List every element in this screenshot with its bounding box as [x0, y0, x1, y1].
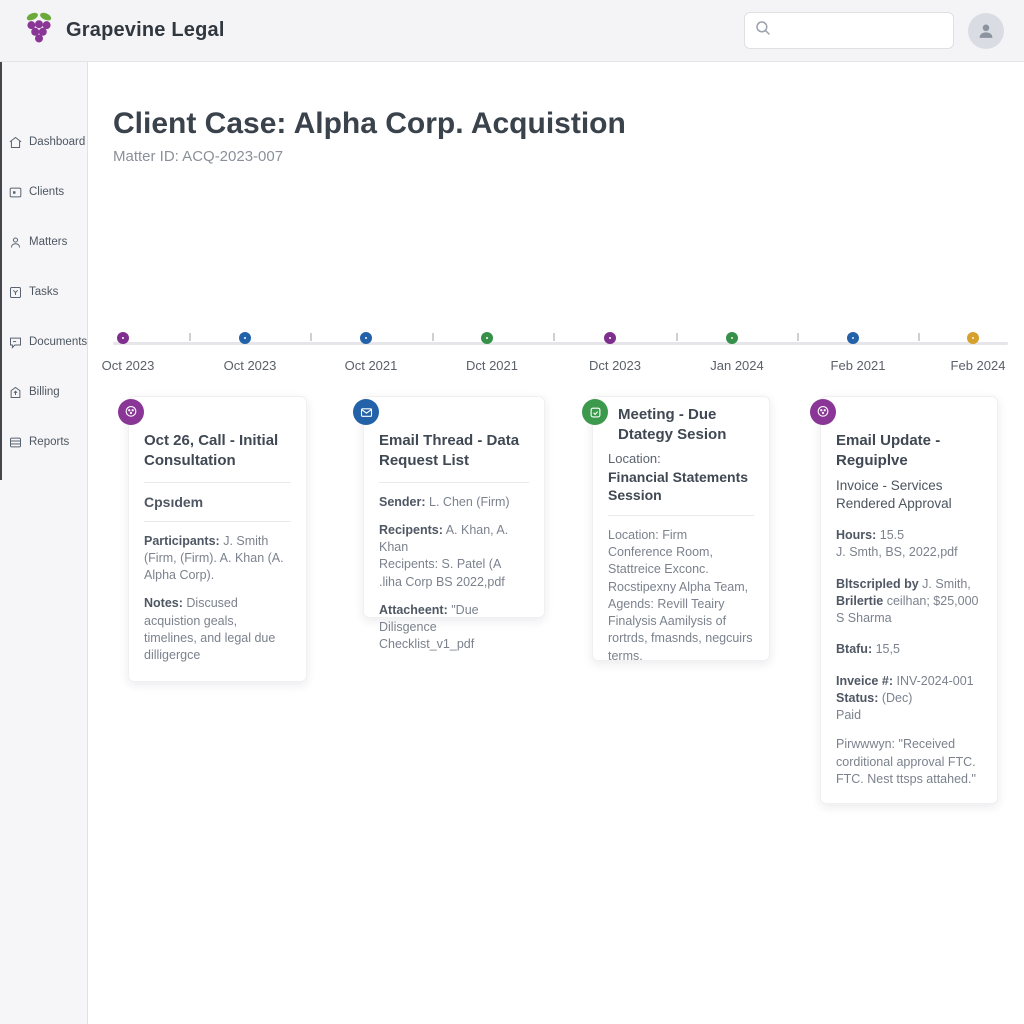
timeline-point[interactable] — [967, 332, 979, 344]
card-icon — [9, 187, 22, 197]
sidebar-item-label: Clients — [29, 186, 65, 198]
sidebar-scrollbar[interactable] — [0, 62, 2, 480]
event-details: Location: Firm Conference Room, Stattrei… — [608, 527, 753, 663]
timeline-point[interactable] — [360, 332, 372, 344]
event-card-meeting[interactable]: Meeting - Due Dtategy Sesion Location: F… — [582, 396, 770, 663]
timeline-tick — [310, 333, 312, 341]
event-billed-by: Bltscripled by J. Smith, Brilertie ceilha… — [836, 576, 979, 626]
grape-icon — [118, 399, 144, 425]
timeline-tick — [918, 333, 920, 341]
home-icon — [9, 136, 22, 148]
timeline-date: Feb 2024 — [950, 358, 1006, 373]
task-icon — [10, 286, 21, 298]
sidebar-item-dashboard[interactable]: Dashboard — [0, 132, 87, 152]
sidebar-item-label: Reports — [29, 436, 70, 448]
search-box — [744, 12, 954, 49]
user-avatar[interactable] — [968, 12, 1004, 49]
sidebar-item-tasks[interactable]: Tasks — [0, 282, 87, 302]
timeline-tick — [432, 333, 434, 341]
page-title: Client Case: Alpha Corp. Acquistion — [113, 107, 626, 140]
divider — [144, 520, 291, 522]
sidebar-nav: Dashboard Clients Matters Tasks Document… — [0, 62, 88, 1024]
matter-id: Matter ID: ACQ-2023-007 — [113, 148, 284, 165]
sidebar-item-label: Documents — [29, 336, 88, 348]
timeline-point[interactable] — [239, 332, 251, 344]
report-icon — [10, 437, 21, 447]
grape-logo-icon — [20, 9, 58, 52]
event-sender: Sender: L. Chen (Firm) — [379, 494, 510, 509]
event-title: Email Update - Reguiplve — [836, 432, 941, 469]
sidebar-item-label: Matters — [29, 236, 68, 248]
billing-icon — [10, 386, 21, 398]
timeline-point[interactable] — [117, 332, 129, 344]
event-location-label: Location: — [608, 450, 661, 466]
brand-logo: Grapevine Legal — [20, 9, 225, 52]
sidebar-item-billing[interactable]: Billing — [0, 382, 87, 402]
sidebar-item-label: Billing — [29, 386, 60, 398]
event-attachment: Attacheent: "Due Dilisgence Checklist_v1… — [379, 602, 479, 652]
divider — [608, 514, 754, 516]
timeline-point[interactable] — [847, 332, 859, 344]
sidebar-item-clients[interactable]: Clients — [0, 182, 87, 202]
divider — [379, 481, 529, 483]
calendar-icon — [582, 399, 608, 425]
event-section: Cpsıdem — [144, 493, 204, 510]
chat-bubble-icon — [10, 337, 21, 349]
timeline-point[interactable] — [481, 332, 493, 344]
event-footer-note: Pirwwwyn: "Received corditional approval… — [836, 737, 976, 786]
event-stat: Btafu: 15,5 — [836, 642, 900, 657]
app-header: Grapevine Legal — [0, 0, 1024, 62]
timeline-date: Feb 2021 — [830, 358, 886, 373]
timeline-tick — [676, 333, 678, 341]
timeline-date: Jan 2024 — [710, 358, 764, 373]
event-notes: Notes: Discused acquistion geals, timeli… — [144, 596, 276, 663]
event-recipients: Recipents: A. Khan, A. Khan Recipents: S… — [379, 522, 509, 589]
timeline-date: Oct 2023 — [101, 358, 155, 373]
timeline-tick — [553, 333, 555, 341]
timeline-date: Oct 2021 — [344, 358, 398, 373]
sidebar-item-reports[interactable]: Reports — [0, 432, 87, 452]
event-participants: Participants: J. Smith (Firm, (Firm). A.… — [144, 533, 284, 583]
divider — [144, 481, 291, 483]
main-content: Client Case: Alpha Corp. Acquistion Matt… — [88, 62, 1024, 1024]
event-title: Meeting - Due Dtategy Sesion — [618, 406, 727, 443]
timeline-date: Dct 2021 — [465, 358, 519, 373]
grape-icon — [810, 399, 836, 425]
event-card-email-update[interactable]: Email Update - Reguiplve Invoice - Servi… — [810, 396, 998, 804]
sidebar-item-label: Dashboard — [29, 136, 86, 148]
event-subtitle: Financial Statements Session — [608, 468, 749, 503]
timeline-track — [113, 342, 1008, 345]
event-invoice: Inveice #: INV-2024-001 Status: (Dec) Paid — [836, 673, 974, 723]
envelope-icon — [353, 399, 379, 425]
event-card-email-thread[interactable]: Email Thread - Data Request List Sender:… — [353, 396, 545, 651]
person-icon — [10, 236, 21, 248]
event-hours: Hours: 15.5 J. Smth, BS, 2022,pdf — [836, 528, 958, 560]
timeline-point[interactable] — [726, 332, 738, 344]
timeline-point[interactable] — [604, 332, 616, 344]
timeline-tick — [189, 333, 191, 341]
case-timeline: Oct 2023 Oct 2023 Oct 2021 Dct 2021 Dct … — [102, 326, 1018, 386]
search-icon — [754, 19, 772, 42]
event-card-call[interactable]: Oct 26, Call - Initial Consultation Cpsı… — [118, 396, 307, 682]
brand-name: Grapevine Legal — [66, 19, 225, 41]
search-input[interactable] — [778, 23, 954, 38]
timeline-tick — [797, 333, 799, 341]
event-subtitle: Invoice - Services Rendered Approval — [836, 477, 952, 511]
sidebar-item-documents[interactable]: Documents — [0, 332, 87, 352]
timeline-date: Oct 2023 — [223, 358, 277, 373]
event-title: Email Thread - Data Request List — [379, 432, 520, 469]
sidebar-item-matters[interactable]: Matters — [0, 232, 87, 252]
timeline-date: Dct 2023 — [588, 358, 642, 373]
sidebar-item-label: Tasks — [29, 286, 59, 298]
event-title: Oct 26, Call - Initial Consultation — [144, 432, 279, 469]
